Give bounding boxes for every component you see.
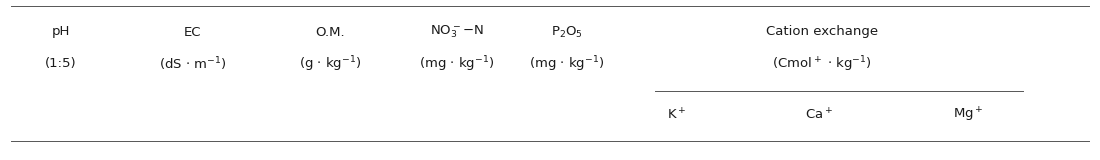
Text: K$^+$: K$^+$: [667, 108, 686, 123]
Text: (dS $\cdot$ m$^{-1}$): (dS $\cdot$ m$^{-1}$): [158, 55, 227, 73]
Text: pH: pH: [52, 25, 69, 39]
Text: NO$_3^-$$-$N: NO$_3^-$$-$N: [430, 24, 483, 40]
Text: Ca$^+$: Ca$^+$: [805, 108, 834, 123]
Text: EC: EC: [184, 25, 201, 39]
Text: Mg$^+$: Mg$^+$: [953, 106, 983, 124]
Text: (mg $\cdot$ kg$^{-1}$): (mg $\cdot$ kg$^{-1}$): [529, 54, 604, 74]
Text: (g $\cdot$ kg$^{-1}$): (g $\cdot$ kg$^{-1}$): [299, 54, 361, 74]
Text: (1:5): (1:5): [45, 57, 76, 71]
Text: O.M.: O.M.: [316, 25, 344, 39]
Text: Cation exchange: Cation exchange: [767, 25, 878, 39]
Text: (Cmol$^+$ $\cdot$ kg$^{-1}$): (Cmol$^+$ $\cdot$ kg$^{-1}$): [772, 54, 872, 74]
Text: P$_2$O$_5$: P$_2$O$_5$: [550, 24, 583, 40]
Text: (mg $\cdot$ kg$^{-1}$): (mg $\cdot$ kg$^{-1}$): [419, 54, 494, 74]
